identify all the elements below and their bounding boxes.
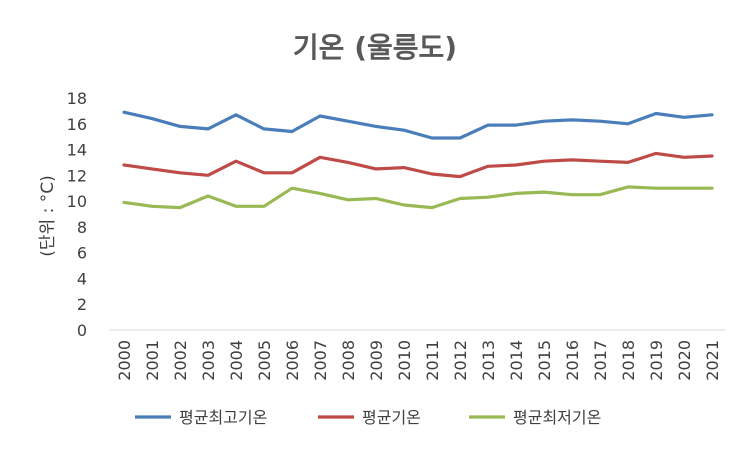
legend: 평균최고기온 평균기온 평균최저기온 [135,408,601,427]
x-tick-label: 2015 [535,340,554,381]
chart-title: 기온 (울릉도) [293,31,457,64]
x-tick-label: 2005 [255,340,274,381]
x-tick-label: 2007 [311,340,330,381]
x-tick-label: 2006 [283,340,302,381]
x-tick-label: 2019 [647,340,666,381]
y-tick-label: 18 [67,89,87,108]
y-axis-ticks: 0 2 4 6 8 10 12 14 16 18 [67,89,87,340]
y-tick-label: 10 [67,192,87,211]
y-tick-label: 4 [77,269,87,288]
legend-label-1: 평균기온 [362,408,421,427]
x-tick-label: 2020 [675,340,694,381]
x-tick-label: 2017 [591,340,610,381]
x-tick-label: 2011 [423,340,442,381]
series-group [122,110,714,210]
x-tick-label: 2012 [451,340,470,381]
x-tick-label: 2016 [563,340,582,381]
x-tick-label: 2002 [171,340,190,381]
x-tick-label: 2009 [367,340,386,381]
x-tick-label: 2004 [227,340,246,381]
x-axis-ticks: 2000 2001 2002 2003 2004 2005 2006 2007 2008 2009… [115,340,722,381]
series-line-1 [122,151,714,179]
x-tick-label: 2010 [395,340,414,381]
x-tick-label: 2014 [507,340,526,381]
x-tick-label: 2003 [199,340,218,381]
y-tick-label: 8 [77,218,87,237]
y-axis-label: (단위 : °C) [38,175,58,256]
x-tick-label: 2008 [339,340,358,381]
y-tick-label: 0 [77,321,87,340]
legend-label-0: 평균최고기온 [179,408,267,427]
x-tick-label: 2000 [115,340,134,381]
y-tick-label: 2 [77,295,87,314]
x-tick-label: 2018 [619,340,638,381]
x-tick-label: 2013 [479,340,498,381]
legend-label-2: 평균최저기온 [513,408,601,427]
y-tick-label: 12 [67,166,87,185]
x-tick-label: 2021 [703,340,722,381]
series-line-2 [122,185,714,210]
y-tick-label: 6 [77,244,87,263]
y-tick-label: 16 [67,115,87,134]
y-tick-label: 14 [67,141,87,160]
x-tick-label: 2001 [143,340,162,381]
series-line-0 [122,110,714,140]
